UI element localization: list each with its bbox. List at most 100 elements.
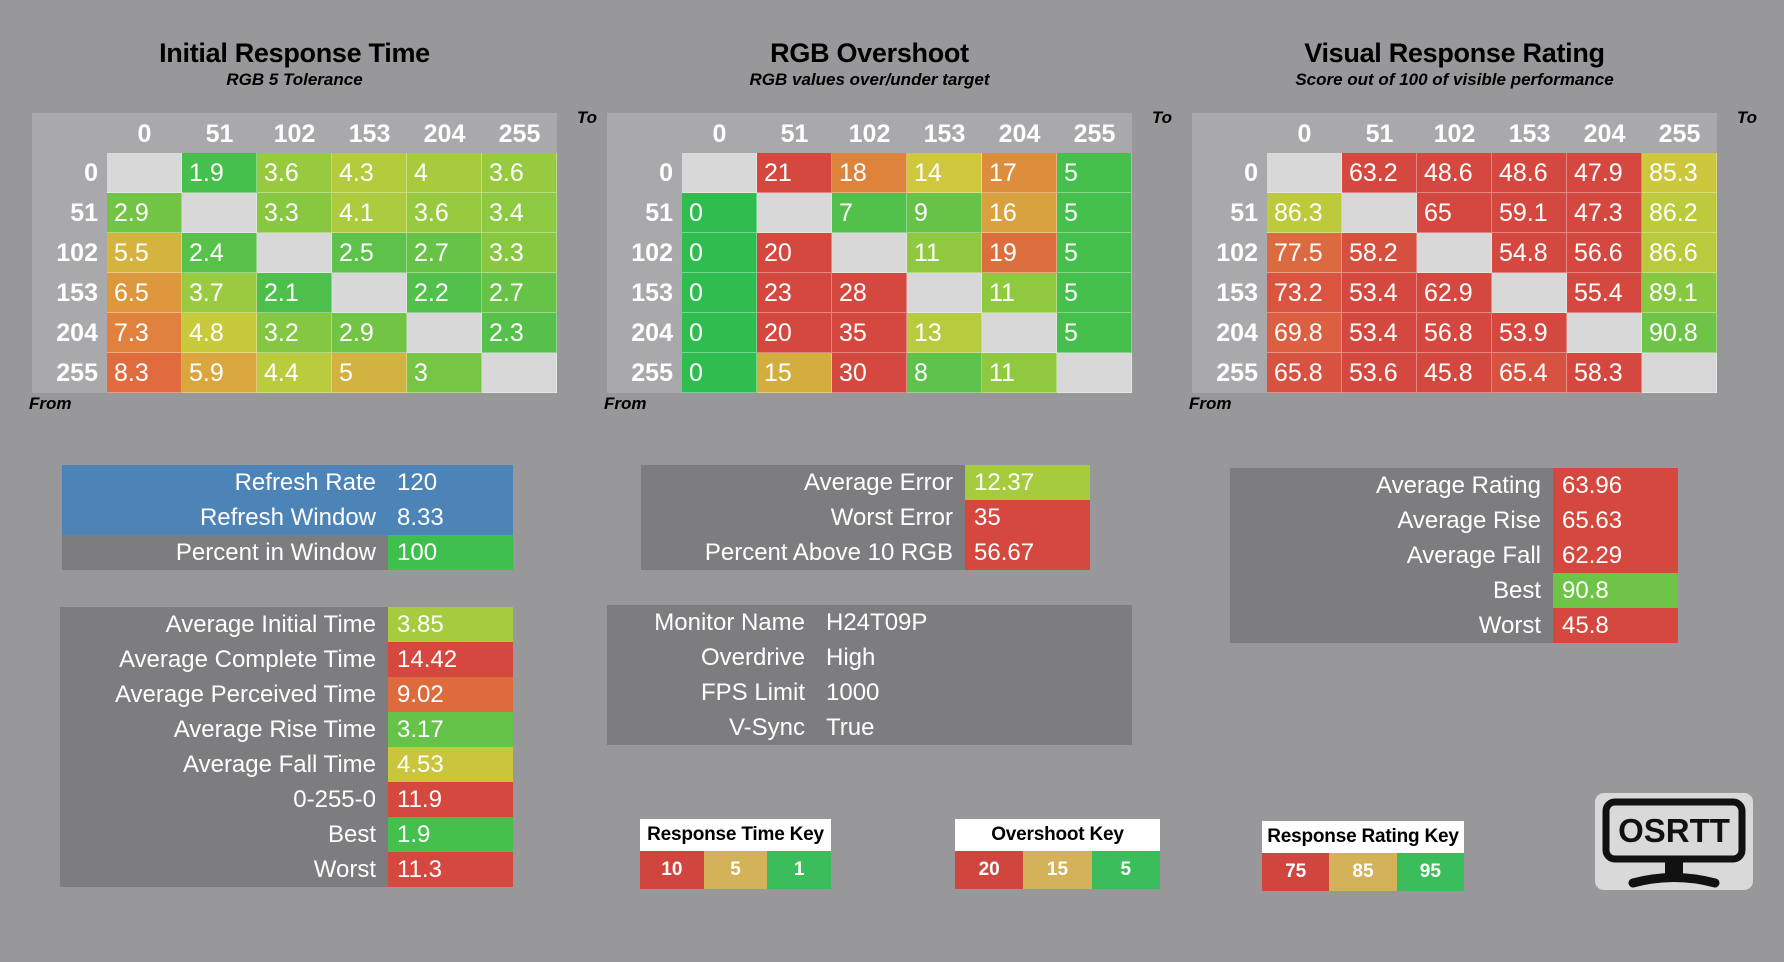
heatmap-cell: 0 xyxy=(682,273,757,313)
heatmap-cell xyxy=(757,193,832,233)
col-header: 102 xyxy=(1433,120,1476,148)
col-header: 255 xyxy=(498,120,541,148)
heatmap-cell: 23 xyxy=(757,273,832,313)
visual-response-rating-table: Visual Response Rating Score out of 100 … xyxy=(1189,38,1757,423)
heatmap-cell: 1.9 xyxy=(182,153,257,193)
summary-label: Average Rise Time xyxy=(173,716,376,743)
summary-row: Worst 11.3 xyxy=(60,852,513,887)
summary-row: Average Fall 62.29 xyxy=(1230,538,1678,573)
heatmap-cell: 3.7 xyxy=(182,273,257,313)
summary-label: Average Fall Time xyxy=(183,751,376,778)
summary-label: Worst xyxy=(1478,612,1541,639)
heatmap-cell: 73.2 xyxy=(1267,273,1342,313)
heatmap-cell: 5 xyxy=(1057,273,1132,313)
heatmap-cell: 0 xyxy=(682,193,757,233)
summary-value: 11.9 xyxy=(388,782,513,817)
summary-row: Average Rise Time 3.17 xyxy=(60,712,513,747)
heatmap-cell xyxy=(182,193,257,233)
heatmap-cell: 35 xyxy=(832,313,907,353)
summary-label: Overdrive xyxy=(700,644,805,671)
summary-label: Monitor Name xyxy=(654,609,805,636)
heatmap-cell: 5.9 xyxy=(182,353,257,393)
heatmap-cell: 56.8 xyxy=(1417,313,1492,353)
heatmap-cell xyxy=(1057,353,1132,393)
heatmap-cell: 53.9 xyxy=(1492,313,1567,353)
axis-to-label: To xyxy=(1151,108,1172,127)
heatmap-cell: 4.8 xyxy=(182,313,257,353)
row-header: 153 xyxy=(56,279,98,307)
summary-value: 45.8 xyxy=(1553,608,1678,643)
summary-value: 1000 xyxy=(826,679,880,706)
heatmap-cell: 3.3 xyxy=(482,233,557,273)
summary-label: Best xyxy=(1492,577,1541,604)
heatmap-cell: 13 xyxy=(907,313,982,353)
summary-row: Average Initial Time 3.85 xyxy=(60,607,513,642)
heatmap-cell xyxy=(682,153,757,193)
corner-cell xyxy=(607,113,682,153)
summary-label: Average Complete Time xyxy=(118,646,376,673)
heatmap-cell: 30 xyxy=(832,353,907,393)
row-header: 204 xyxy=(631,319,673,347)
heatmap-cell: 20 xyxy=(757,313,832,353)
summary-label: Average Initial Time xyxy=(165,611,376,638)
heatmap-cell: 8 xyxy=(907,353,982,393)
table-title: Visual Response Rating xyxy=(1304,38,1605,68)
heatmap-cell: 0 xyxy=(682,313,757,353)
table-subtitle: RGB values over/under target xyxy=(749,70,990,89)
heatmap-cell: 11 xyxy=(982,353,1057,393)
summary-row: Average Fall Time 4.53 xyxy=(60,747,513,782)
heatmap-cell: 55.4 xyxy=(1567,273,1642,313)
monitor-icon: OSRTT xyxy=(1602,798,1746,888)
heatmap-grid: 0 51 102 153 204 255 0 21 18 14 17 5 51 0 7 9 16 5 102 0 20 1… xyxy=(607,113,1132,393)
summary-row: V-Sync True xyxy=(607,710,1132,745)
heatmap-cell: 2.4 xyxy=(182,233,257,273)
summary-label: Refresh Rate xyxy=(234,469,376,496)
summary-value: 14.42 xyxy=(388,642,513,677)
col-header: 204 xyxy=(998,120,1041,148)
heatmap-cell xyxy=(482,353,557,393)
heatmap-cell: 2.7 xyxy=(407,233,482,273)
row-header: 0 xyxy=(659,159,673,187)
heatmap-cell: 47.9 xyxy=(1567,153,1642,193)
response-rating-key: Response Rating Key 75 85 95 xyxy=(1262,821,1464,891)
summary-value: 3.17 xyxy=(388,712,513,747)
summary-row: FPS Limit 1000 xyxy=(607,675,1132,710)
heatmap-cell: 53.6 xyxy=(1342,353,1417,393)
heatmap-cell: 77.5 xyxy=(1267,233,1342,273)
heatmap-cell: 47.3 xyxy=(1567,193,1642,233)
heatmap-cell: 86.6 xyxy=(1642,233,1717,273)
heatmap-cell: 5 xyxy=(1057,193,1132,233)
key-scale: 10 5 1 xyxy=(640,851,832,889)
heatmap-cell: 4.3 xyxy=(332,153,407,193)
summary-row: Best 1.9 xyxy=(60,817,513,852)
heatmap-cell: 20 xyxy=(757,233,832,273)
table-subtitle: Score out of 100 of visible performance xyxy=(1295,70,1614,89)
col-header: 204 xyxy=(423,120,466,148)
key-cell: 10 xyxy=(640,851,704,889)
summary-label: Average Perceived Time xyxy=(114,681,376,708)
heatmap-cell: 16 xyxy=(982,193,1057,233)
summary-label: Best xyxy=(327,821,376,848)
summary-value: 3.85 xyxy=(388,607,513,642)
col-header: 0 xyxy=(137,120,152,148)
heatmap-cell: 2.3 xyxy=(482,313,557,353)
key-cell: 20 xyxy=(955,851,1024,889)
logo-text: OSRTT xyxy=(1618,812,1730,849)
heatmap-cell: 11 xyxy=(907,233,982,273)
heatmap-cell: 56.6 xyxy=(1567,233,1642,273)
summary-row: Percent in Window 100 xyxy=(62,535,513,570)
summary-row: Best 90.8 xyxy=(1230,573,1678,608)
summary-label: Worst xyxy=(313,856,376,883)
heatmap-cell: 9 xyxy=(907,193,982,233)
heatmap-cell: 4.1 xyxy=(332,193,407,233)
heatmap-cell: 45.8 xyxy=(1417,353,1492,393)
key-title: Overshoot Key xyxy=(955,819,1160,851)
heatmap-cell: 19 xyxy=(982,233,1057,273)
heatmap-cell xyxy=(907,273,982,313)
refresh-stats-box: Refresh Rate 120 Refresh Window 8.33 Percent… xyxy=(62,465,513,570)
summary-value: 120 xyxy=(397,469,438,496)
heatmap-cell: 3.3 xyxy=(257,193,332,233)
row-header: 0 xyxy=(84,159,98,187)
row-header: 255 xyxy=(56,359,98,387)
heatmap-cell: 69.8 xyxy=(1267,313,1342,353)
